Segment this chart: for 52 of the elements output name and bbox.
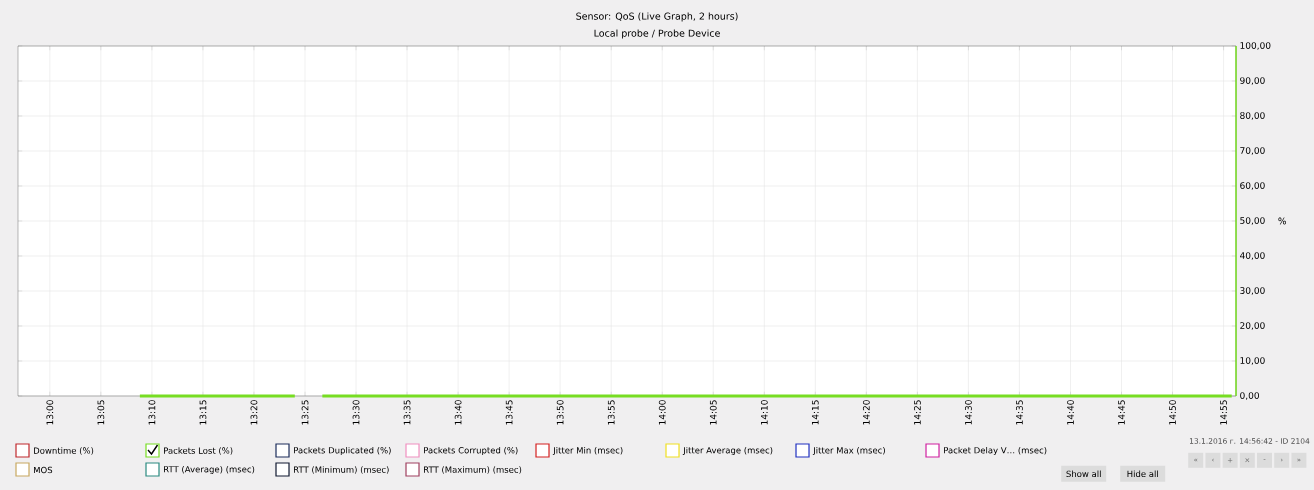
x-tick-label: 13:15 (199, 400, 207, 425)
x-tick-label: 13:00 (46, 400, 54, 425)
x-tick-label: 13:05 (97, 400, 105, 425)
x-tick-label: 13:10 (148, 400, 156, 425)
x-tick-label: 14:30 (965, 400, 972, 425)
x-tick-label: 14:20 (862, 400, 870, 425)
x-tick-label: 13:55 (607, 400, 615, 425)
x-tick-label: 13:40 (454, 400, 462, 425)
x-tick-label: 14:35 (1016, 400, 1023, 425)
legend-label: RTT (Minimum) (msec) (294, 466, 389, 474)
y-tick-label: 30,00 (1240, 287, 1265, 295)
y-axis-title: % (1278, 217, 1286, 225)
x-tick-label: 13:50 (556, 400, 564, 425)
x-tick-label: 14:50 (1169, 400, 1176, 425)
chart-title: Sensor: QoS (Live Graph, 2 hours) (576, 12, 738, 22)
text: Show all (1066, 470, 1101, 478)
x-tick-label: 13:25 (301, 400, 309, 425)
legend-label: Jitter Max (msec) (812, 446, 885, 456)
legend-label: Packets Lost (%) (164, 447, 233, 455)
y-tick-label: 10,00 (1240, 357, 1265, 365)
text: Hide all (1127, 470, 1158, 478)
legend-label: RTT (Maximum) (msec) (424, 466, 522, 474)
legend-label: MOS (34, 466, 53, 474)
x-tick-label: 14:00 (658, 400, 666, 425)
legend-label: Packets Duplicated (%) (294, 446, 391, 456)
x-tick-label: 13:30 (352, 400, 360, 425)
legend-label: RTT (Average) (msec) (164, 465, 255, 475)
y-tick-label: 0,00 (1240, 392, 1259, 400)
legend-label: Jitter Average (msec) (682, 446, 773, 456)
legend-label: Jitter Min (msec) (552, 446, 623, 456)
x-tick-label: 14:40 (1067, 400, 1074, 425)
y-tick-label: 50,00 (1240, 217, 1265, 225)
x-tick-label: 13:35 (403, 400, 411, 425)
y-tick-label: 60,00 (1240, 182, 1265, 190)
legend-label: Downtime (%) (34, 447, 94, 455)
y-tick-label: 80,00 (1240, 112, 1265, 120)
y-tick-label: 90,00 (1240, 77, 1265, 85)
y-tick-label: 100,00 (1240, 42, 1271, 50)
legend-label: Packets Corrupted (%) (424, 446, 518, 456)
y-tick-label: 40,00 (1239, 252, 1265, 260)
chart-subtitle: Local probe / Probe Device (594, 29, 720, 39)
x-tick-label: 14:25 (913, 400, 921, 425)
x-tick-label: 13:45 (505, 400, 513, 425)
x-tick-label: 14:15 (811, 400, 819, 425)
x-tick-label: 14:45 (1118, 400, 1125, 425)
x-tick-label: 14:05 (709, 400, 717, 425)
x-tick-label: 14:55 (1220, 400, 1227, 425)
x-tick-label: 13:20 (250, 400, 258, 425)
legend-label: Packet Delay V… (msec) (944, 446, 1047, 456)
y-tick-label: 20,00 (1240, 322, 1265, 330)
y-tick-label: 70,00 (1240, 147, 1265, 155)
x-tick-label: 14:10 (760, 400, 768, 425)
